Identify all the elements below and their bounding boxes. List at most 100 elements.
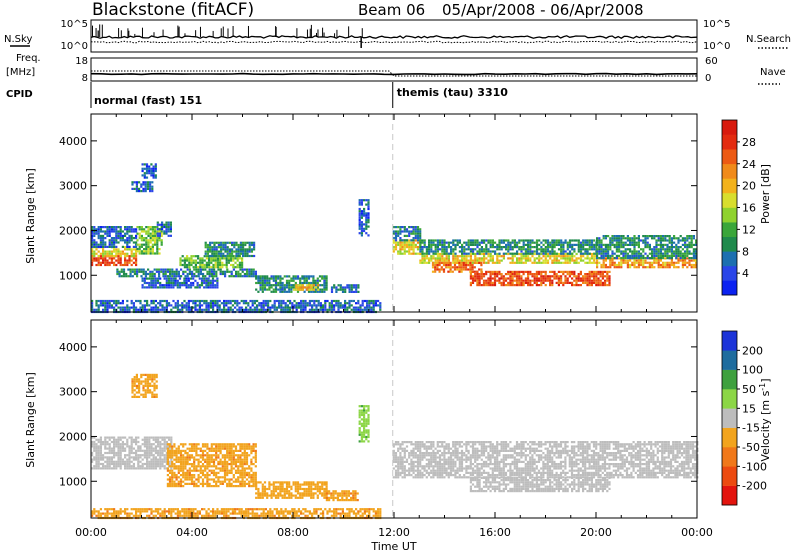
data-cell <box>317 299 320 303</box>
data-cell <box>337 284 340 287</box>
data-cell <box>199 456 202 459</box>
data-cell <box>195 458 198 461</box>
data-cell <box>173 467 176 470</box>
data-cell <box>104 302 107 305</box>
data-cell <box>670 263 673 267</box>
data-cell <box>447 241 450 244</box>
data-cell <box>203 277 206 280</box>
data-cell <box>121 458 124 461</box>
data-cell <box>135 438 138 441</box>
data-cell <box>546 261 550 264</box>
data-cell <box>330 306 333 309</box>
data-cell <box>516 252 519 255</box>
data-cell <box>653 250 656 253</box>
data-cell <box>476 239 479 242</box>
data-cell <box>397 230 400 233</box>
data-cell <box>465 257 468 260</box>
data-cell <box>143 239 146 242</box>
data-cell <box>456 261 459 264</box>
data-cell <box>467 252 470 255</box>
data-cell <box>149 382 152 385</box>
data-cell <box>207 308 210 311</box>
data-cell <box>152 165 155 168</box>
data-cell <box>401 230 404 233</box>
data-cell <box>419 230 422 233</box>
data-cell <box>397 226 400 229</box>
data-cell <box>124 460 127 463</box>
data-cell <box>232 268 235 271</box>
data-cell <box>601 270 604 273</box>
data-cell <box>607 246 610 249</box>
data-cell <box>121 239 124 242</box>
data-cell <box>97 263 100 267</box>
data-cell <box>670 250 673 253</box>
data-cell <box>195 268 198 271</box>
data-cell <box>670 252 673 255</box>
data-cell <box>405 228 409 231</box>
data-cell <box>206 478 209 481</box>
data-cell <box>126 443 129 446</box>
data-cell <box>428 243 431 246</box>
data-cell <box>106 308 109 311</box>
data-band <box>141 277 219 289</box>
data-cell <box>467 268 470 271</box>
data-cell <box>162 270 165 273</box>
data-band <box>91 436 173 470</box>
data-cell <box>403 228 406 231</box>
data-cell <box>582 241 585 244</box>
data-cell <box>175 272 178 276</box>
data-cell <box>140 250 143 253</box>
data-cell <box>130 237 133 240</box>
data-cell <box>538 257 541 260</box>
data-cell <box>579 277 582 280</box>
data-cell <box>146 378 149 381</box>
data-cell <box>133 376 136 379</box>
data-cell <box>206 480 209 483</box>
data-cell <box>447 259 450 262</box>
data-cell <box>551 252 554 255</box>
data-cell <box>445 252 448 255</box>
data-cell <box>410 239 413 242</box>
data-cell <box>177 445 180 448</box>
data-cell <box>346 302 349 305</box>
data-cell <box>226 248 229 251</box>
data-cell <box>300 302 303 305</box>
data-cell <box>220 250 223 253</box>
data-cell <box>286 304 289 307</box>
data-cell <box>113 465 116 468</box>
data-cell <box>152 279 155 282</box>
data-cell <box>128 445 131 448</box>
data-cell <box>137 447 140 450</box>
data-cell <box>142 384 145 387</box>
data-cell <box>379 304 382 307</box>
data-cell <box>432 255 435 258</box>
data-cell <box>467 264 470 267</box>
data-cell <box>593 259 596 262</box>
data-cell <box>686 248 689 251</box>
data-cell <box>498 279 501 282</box>
data-cell <box>403 239 406 242</box>
data-cell <box>184 460 187 463</box>
data-cell <box>246 270 249 273</box>
data-cell <box>509 241 512 244</box>
data-cell <box>511 279 514 282</box>
data-cell <box>166 478 169 481</box>
data-cell <box>469 264 472 267</box>
data-cell <box>469 261 472 264</box>
data-cell <box>110 306 113 309</box>
data-cell <box>161 304 164 307</box>
data-cell <box>489 281 492 284</box>
data-cell <box>206 463 209 466</box>
data-cell <box>485 250 488 253</box>
data-cell <box>246 250 249 253</box>
data-cell <box>511 261 514 264</box>
data-cell <box>184 476 187 479</box>
data-cell <box>159 447 162 450</box>
data-cell <box>228 252 231 255</box>
data-cell <box>480 239 483 242</box>
data-cell <box>212 299 215 303</box>
data-cell <box>156 234 159 237</box>
data-cell <box>690 257 693 260</box>
data-cell <box>124 246 127 249</box>
data-cell <box>679 252 682 255</box>
